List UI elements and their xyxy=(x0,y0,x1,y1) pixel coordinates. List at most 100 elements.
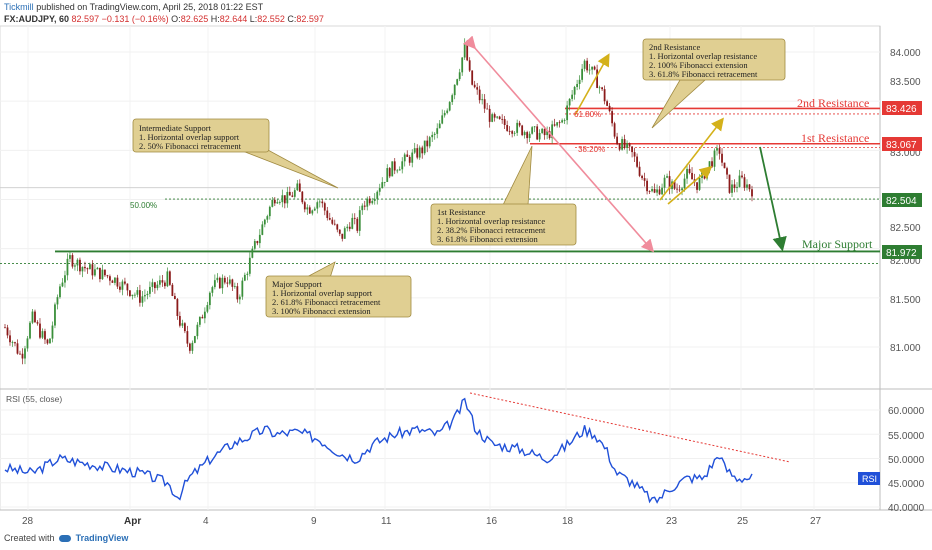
candle xyxy=(508,130,511,132)
candle xyxy=(336,224,339,230)
candle xyxy=(668,176,671,190)
candle xyxy=(26,338,29,349)
candle xyxy=(206,305,209,312)
candle xyxy=(446,110,449,113)
candle xyxy=(678,189,681,191)
candle xyxy=(388,168,391,177)
candle xyxy=(191,342,194,351)
annotation-major: Major Support 1. Horizontal overlap supp… xyxy=(265,275,412,318)
candle xyxy=(433,133,436,135)
candle xyxy=(361,205,364,211)
grid-lines xyxy=(0,26,880,510)
price-tick: 82.500 xyxy=(890,223,921,234)
candle xyxy=(111,280,114,283)
candle xyxy=(493,114,496,118)
candle xyxy=(29,322,31,339)
candle xyxy=(106,275,109,277)
annotation-line: 3. 61.8% Fibonacci retracement xyxy=(649,69,758,79)
publisher-link[interactable]: Tickmill xyxy=(4,2,34,12)
candle xyxy=(558,122,561,124)
candle xyxy=(198,316,201,325)
annotation-line: 1. Horizontal overlap support xyxy=(139,132,240,142)
candle xyxy=(171,284,174,296)
candle xyxy=(263,219,266,225)
footer: Created with TradingView xyxy=(4,533,128,543)
candle xyxy=(578,79,581,84)
candle xyxy=(363,205,366,207)
candle xyxy=(486,108,489,110)
candle xyxy=(86,268,89,270)
candle xyxy=(391,161,394,177)
candle xyxy=(553,124,556,126)
candle xyxy=(228,279,231,284)
candle xyxy=(153,282,156,289)
candle xyxy=(661,187,663,195)
last-price: 82.597 xyxy=(71,14,100,24)
candle xyxy=(168,271,171,285)
candle xyxy=(201,316,204,319)
candle xyxy=(573,87,576,95)
candle xyxy=(76,259,79,266)
annotation-line: 1. Horizontal overlap resistance xyxy=(437,216,545,226)
candle xyxy=(511,131,514,134)
candle xyxy=(728,174,731,193)
candle xyxy=(531,127,534,134)
annotation-box xyxy=(265,275,412,318)
candle xyxy=(196,324,199,337)
candle xyxy=(241,280,244,297)
candle xyxy=(131,294,134,297)
candle xyxy=(368,198,371,204)
candle xyxy=(408,156,411,163)
candle xyxy=(149,286,151,294)
candle xyxy=(161,280,164,283)
candle xyxy=(141,296,144,303)
candle xyxy=(646,180,648,192)
candle xyxy=(501,118,504,120)
candle xyxy=(411,152,414,163)
candle xyxy=(721,153,723,163)
candle xyxy=(606,101,608,106)
second-resistance-label: 2nd Resistance xyxy=(797,96,869,110)
candle xyxy=(233,286,236,287)
candle xyxy=(523,132,526,136)
candle xyxy=(698,178,701,190)
candle xyxy=(231,279,234,287)
candle xyxy=(716,148,718,151)
candle xyxy=(521,125,524,136)
annotation-second-resistance: 2nd Resistance 1. Horizontal overlap res… xyxy=(642,38,786,81)
annotation-box xyxy=(132,118,270,153)
annotation-line: 2. 38.2% Fibonacci retracement xyxy=(437,225,546,235)
price-tick: 83.000 xyxy=(890,148,921,159)
time-tick: 9 xyxy=(311,516,317,527)
candle xyxy=(456,79,459,85)
candle xyxy=(129,290,131,297)
candle xyxy=(293,190,296,197)
fib-50-label: 50.00% xyxy=(130,201,157,210)
tradingview-link[interactable]: TradingView xyxy=(75,533,129,543)
candle xyxy=(41,331,44,338)
candle xyxy=(51,325,54,339)
first-resistance-label: 1st Resistance xyxy=(801,131,869,145)
candle xyxy=(158,280,161,285)
rsi-tick: 50.0000 xyxy=(888,455,925,466)
candle xyxy=(238,296,241,300)
candle xyxy=(448,102,451,111)
candle xyxy=(466,43,469,61)
candle xyxy=(121,281,124,290)
candle xyxy=(84,266,86,269)
candle xyxy=(451,95,454,103)
candle xyxy=(216,277,219,281)
candle xyxy=(59,286,61,298)
candle xyxy=(476,87,479,90)
candle xyxy=(751,189,753,197)
candle xyxy=(323,203,326,211)
candle xyxy=(581,68,584,80)
candle xyxy=(681,188,683,191)
candle xyxy=(738,175,741,187)
candle xyxy=(611,111,613,124)
candle xyxy=(54,304,56,326)
candle xyxy=(601,87,604,90)
candle xyxy=(383,181,386,183)
intermediate-pointer xyxy=(239,149,339,189)
